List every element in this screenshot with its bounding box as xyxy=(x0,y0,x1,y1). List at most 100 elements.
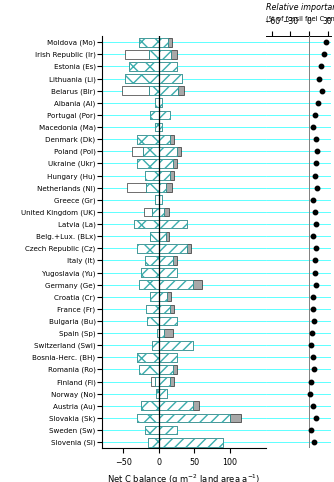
Bar xyxy=(138,353,159,362)
Bar xyxy=(155,195,159,204)
Bar xyxy=(159,426,177,434)
Bar xyxy=(159,147,177,156)
Bar xyxy=(159,123,162,132)
Bar xyxy=(166,183,172,192)
Bar xyxy=(125,50,149,59)
Bar xyxy=(139,280,159,289)
Bar xyxy=(159,268,177,277)
Bar xyxy=(145,171,159,180)
Bar xyxy=(138,353,159,362)
Bar xyxy=(138,244,159,253)
Bar xyxy=(141,402,159,410)
Bar xyxy=(193,280,202,289)
Bar xyxy=(150,293,159,301)
Bar xyxy=(151,377,155,386)
Bar xyxy=(159,62,177,71)
Bar xyxy=(138,414,159,422)
Bar xyxy=(146,183,159,192)
Bar xyxy=(141,402,159,410)
Bar xyxy=(159,208,164,216)
Bar xyxy=(150,232,159,241)
Bar xyxy=(156,389,159,398)
Bar xyxy=(170,305,174,313)
Bar xyxy=(138,414,159,422)
Bar xyxy=(134,220,159,228)
Bar xyxy=(155,123,159,132)
Bar xyxy=(159,256,173,265)
Bar xyxy=(149,50,159,59)
Bar xyxy=(159,353,177,362)
Bar xyxy=(159,280,193,289)
Bar xyxy=(138,135,159,144)
Bar xyxy=(155,98,159,107)
Bar xyxy=(159,341,193,349)
Bar xyxy=(138,244,159,253)
Bar xyxy=(173,159,177,168)
Bar xyxy=(145,426,159,434)
Bar xyxy=(159,377,170,386)
Bar xyxy=(159,183,166,192)
Bar xyxy=(155,195,159,204)
Bar xyxy=(159,50,171,59)
Bar xyxy=(159,389,167,398)
Bar xyxy=(144,208,152,216)
Bar xyxy=(139,38,159,47)
Bar xyxy=(159,147,177,156)
Bar xyxy=(159,62,177,71)
Bar xyxy=(157,329,159,337)
Bar xyxy=(125,74,159,83)
Bar xyxy=(138,159,159,168)
Bar xyxy=(159,244,187,253)
Bar xyxy=(159,414,230,422)
Bar xyxy=(187,244,191,253)
Bar xyxy=(159,414,230,422)
Bar xyxy=(159,353,177,362)
Bar xyxy=(128,183,146,192)
Bar xyxy=(155,377,159,386)
Bar xyxy=(159,365,173,374)
Bar xyxy=(145,256,159,265)
Bar xyxy=(129,62,159,71)
Bar xyxy=(159,317,177,325)
Bar xyxy=(164,329,173,337)
Bar xyxy=(159,135,170,144)
Bar xyxy=(159,268,177,277)
Bar xyxy=(170,135,174,144)
Bar xyxy=(155,98,159,107)
Bar xyxy=(159,135,170,144)
Bar xyxy=(159,293,167,301)
Bar xyxy=(155,123,159,132)
Bar xyxy=(152,341,159,349)
Bar xyxy=(159,256,173,265)
Bar xyxy=(159,74,182,83)
Bar xyxy=(125,74,159,83)
Bar xyxy=(148,438,159,446)
Bar xyxy=(146,305,159,313)
Bar xyxy=(164,208,169,216)
Bar xyxy=(159,159,173,168)
Bar xyxy=(159,329,164,337)
Bar xyxy=(146,183,159,192)
Bar xyxy=(159,98,162,107)
Bar xyxy=(141,268,159,277)
Bar xyxy=(134,220,159,228)
Bar xyxy=(152,341,159,349)
Bar xyxy=(147,317,159,325)
Bar xyxy=(159,244,187,253)
Bar xyxy=(159,365,173,374)
Bar xyxy=(159,171,170,180)
Bar xyxy=(159,438,223,446)
Bar xyxy=(152,208,159,216)
Bar xyxy=(159,159,173,168)
Bar xyxy=(159,305,170,313)
Bar xyxy=(159,232,166,241)
Bar xyxy=(159,110,170,120)
Bar xyxy=(159,438,223,446)
Bar xyxy=(159,280,193,289)
Bar xyxy=(159,317,177,325)
Bar xyxy=(159,220,187,228)
X-axis label: Net C balance (g m$^{-2}$ land area a$^{-1}$): Net C balance (g m$^{-2}$ land area a$^{… xyxy=(107,472,261,482)
Bar xyxy=(141,268,159,277)
Bar xyxy=(143,147,159,156)
Bar xyxy=(149,50,159,59)
